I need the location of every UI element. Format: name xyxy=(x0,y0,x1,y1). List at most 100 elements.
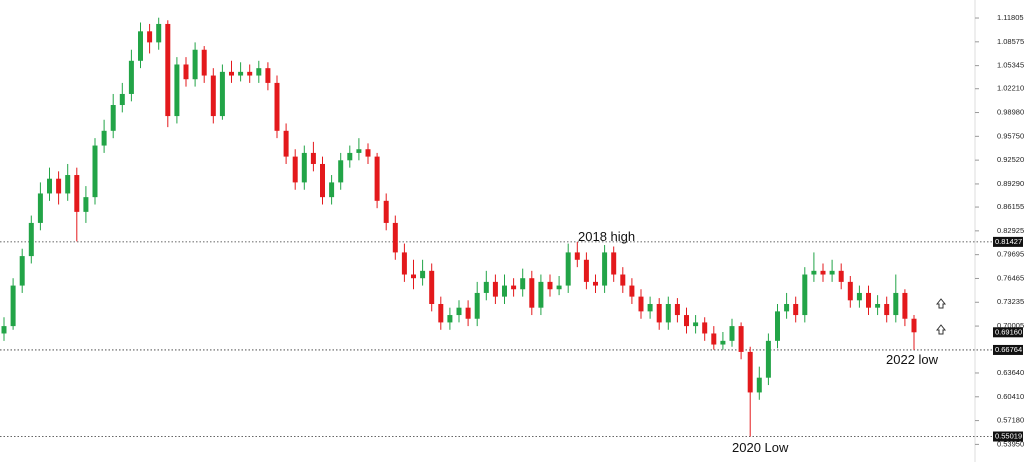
candle-body xyxy=(138,31,143,61)
candle-body xyxy=(775,311,780,341)
candle-body xyxy=(429,270,435,304)
candle-body xyxy=(401,252,407,275)
candle-body xyxy=(593,281,598,286)
candle-body xyxy=(474,292,480,319)
candle-body xyxy=(310,152,316,164)
candle-body xyxy=(866,292,871,308)
candle-body xyxy=(556,285,562,290)
candle-body xyxy=(411,274,416,279)
y-tick-label: 0.89290 xyxy=(997,179,1024,188)
candle-body xyxy=(338,160,344,183)
candle-body xyxy=(37,193,43,223)
candle-body xyxy=(201,49,207,76)
candle-body xyxy=(656,303,662,323)
candle-body xyxy=(47,178,52,194)
candle-body xyxy=(520,278,526,290)
candle-body xyxy=(229,71,234,76)
candle-body xyxy=(19,256,25,286)
candle-body xyxy=(829,270,835,275)
candle-body xyxy=(392,222,398,253)
last-price-label: 0.69160 xyxy=(995,327,1022,336)
candle-body xyxy=(720,340,726,345)
candle-body xyxy=(856,292,862,301)
candle-body xyxy=(165,23,171,117)
candle-body xyxy=(538,281,544,308)
candle-body xyxy=(620,274,626,286)
level-box xyxy=(993,236,1023,247)
candle-body xyxy=(56,178,62,194)
candle-body xyxy=(383,200,389,223)
candle-body xyxy=(674,303,680,316)
candle-body xyxy=(74,175,80,212)
candle-body xyxy=(492,281,498,297)
y-tick-label: 0.63640 xyxy=(997,368,1024,377)
y-tick-label: 0.98980 xyxy=(997,108,1024,117)
candle-body xyxy=(784,303,790,312)
candle-body xyxy=(156,23,162,43)
candle-body xyxy=(638,296,644,312)
y-tick-label: 0.73235 xyxy=(997,297,1024,306)
candle-body xyxy=(110,105,116,131)
candle-body xyxy=(274,82,280,131)
candle-body xyxy=(529,278,535,308)
candle-body xyxy=(292,156,298,183)
candle-body xyxy=(793,303,799,316)
annotation: 2018 high xyxy=(578,229,635,244)
y-tick-label: 1.02210 xyxy=(997,84,1024,93)
candle-body xyxy=(119,93,125,106)
y-tick-label: 0.60410 xyxy=(997,392,1024,401)
candle-body xyxy=(629,285,635,297)
y-tick-label: 1.11805 xyxy=(997,13,1024,22)
candle-body xyxy=(583,259,589,282)
candle-body xyxy=(747,351,753,393)
candle-body xyxy=(565,252,571,286)
candle-body xyxy=(838,270,844,282)
y-tick-label: 0.95750 xyxy=(997,131,1024,140)
candle-body xyxy=(347,152,353,161)
candle-body xyxy=(647,303,653,312)
candle-body xyxy=(602,252,608,286)
candle-body xyxy=(283,130,289,157)
candle-body xyxy=(911,318,917,333)
level-label: 0.81427 xyxy=(995,237,1022,246)
candle-body xyxy=(547,281,553,290)
candle-body xyxy=(28,222,34,257)
candle-body xyxy=(702,322,708,334)
candle-body xyxy=(847,281,853,301)
last-price-box xyxy=(993,327,1023,338)
candle-body xyxy=(884,303,890,316)
candle-body xyxy=(320,163,325,198)
level-label: 0.66764 xyxy=(995,345,1022,354)
candle-body xyxy=(738,326,744,352)
candle-body xyxy=(456,307,462,316)
candle-body xyxy=(465,307,471,319)
candle-body xyxy=(65,175,71,194)
annotation: 2022 low xyxy=(886,352,939,367)
annotation: 2020 Low xyxy=(732,440,789,455)
candle-body xyxy=(765,340,771,378)
candle-body xyxy=(365,149,371,157)
candle-body xyxy=(247,71,253,76)
y-tick-label: 0.79695 xyxy=(997,250,1024,259)
y-tick-label: 0.82925 xyxy=(997,226,1024,235)
candle-body xyxy=(611,252,617,275)
candle-body xyxy=(756,377,762,393)
level-box xyxy=(993,431,1023,442)
y-tick-label: 0.70005 xyxy=(997,321,1024,330)
y-tick-label: 0.92520 xyxy=(997,155,1024,164)
y-tick-label: 0.57180 xyxy=(997,416,1024,425)
candle-body xyxy=(374,156,380,201)
level-box xyxy=(993,344,1023,355)
candle-body xyxy=(802,274,808,316)
candle-body xyxy=(265,68,271,83)
candle-body xyxy=(1,326,7,334)
candle-body xyxy=(684,315,689,327)
candle-body xyxy=(420,270,426,279)
candle-body xyxy=(147,31,153,43)
candle-body xyxy=(711,333,717,345)
candle-body xyxy=(875,303,881,308)
y-tick-label: 1.08575 xyxy=(997,37,1024,46)
y-tick-label: 0.53950 xyxy=(997,439,1024,448)
